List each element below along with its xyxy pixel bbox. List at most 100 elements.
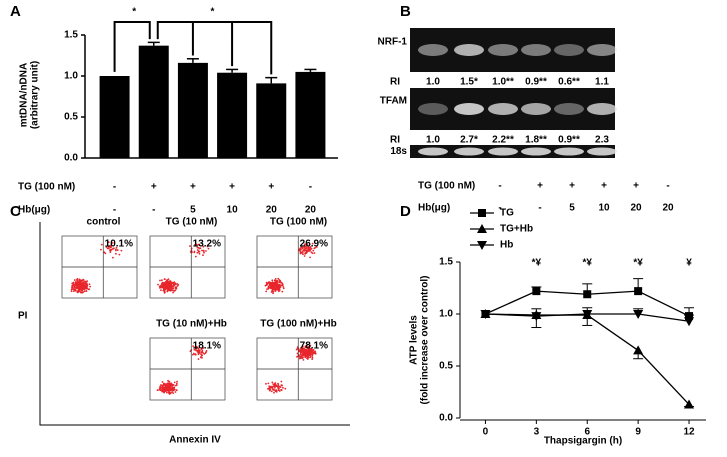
event-dot (158, 286, 161, 289)
y-tick-label: 1.0 (439, 309, 453, 320)
event-dot (265, 382, 267, 385)
event-dot (177, 283, 180, 286)
event-dot (87, 288, 90, 291)
event-dot (166, 388, 168, 391)
marker (477, 224, 487, 233)
event-dot (79, 279, 82, 282)
marker (684, 399, 695, 409)
plot-title: TG (10 nM)+Hb (156, 319, 227, 330)
event-dot (165, 391, 168, 394)
event-dot (302, 358, 305, 361)
event-dot (170, 286, 173, 288)
bar (295, 71, 326, 158)
row-value: - (498, 203, 501, 214)
band-label: 18s (390, 146, 407, 157)
event-dot (116, 249, 119, 251)
gel-band (554, 103, 584, 115)
event-dot (305, 353, 307, 356)
event-dot (277, 385, 280, 388)
gel-band (454, 44, 484, 56)
event-dot (86, 285, 88, 288)
event-dot (194, 353, 197, 356)
event-dot (193, 348, 196, 351)
y-axis-label: (fold increase over control) (420, 276, 431, 405)
event-dot (280, 384, 283, 387)
event-dot (105, 246, 108, 248)
event-dot (309, 245, 312, 248)
event-dot (277, 289, 280, 291)
event-dot (304, 252, 307, 255)
ri-value: 1.1 (595, 77, 609, 88)
significance: *¥ (633, 258, 643, 269)
event-dot (206, 245, 209, 248)
event-dot (269, 388, 272, 391)
gel-band (587, 44, 617, 56)
percent-label: 18.1% (193, 341, 221, 352)
panel-label: B (400, 3, 411, 20)
row-value: 20 (662, 203, 674, 214)
ri-value: 1.5* (460, 77, 478, 88)
x-tick-label: 12 (683, 427, 695, 438)
event-dot (310, 348, 313, 350)
event-dot (86, 280, 89, 282)
error-bar (147, 41, 160, 46)
event-dot (72, 290, 75, 292)
event-dot (73, 288, 75, 291)
event-dot (303, 352, 306, 355)
event-dot (167, 379, 169, 382)
event-dot (84, 281, 87, 284)
event-dot (198, 247, 201, 250)
event-dot (160, 384, 162, 386)
event-dot (171, 281, 174, 284)
event-dot (161, 281, 164, 284)
event-dot (168, 289, 171, 291)
event-dot (172, 285, 174, 288)
event-dot (301, 251, 304, 254)
event-dot (277, 389, 280, 391)
marker (478, 209, 486, 217)
event-dot (82, 278, 85, 281)
event-dot (281, 282, 283, 285)
event-dot (274, 278, 277, 280)
event-dot (167, 382, 170, 385)
ri-label: RI (390, 135, 400, 146)
event-dot (166, 289, 169, 292)
event-dot (170, 289, 173, 291)
event-dot (275, 390, 278, 393)
event-dot (313, 252, 316, 254)
significance: * (211, 7, 215, 18)
event-dot (296, 355, 298, 358)
significance: *¥ (532, 258, 542, 269)
row-value: 20 (305, 205, 317, 216)
event-dot (195, 243, 198, 246)
event-dot (301, 247, 304, 250)
event-dot (172, 392, 175, 395)
significance: ¥ (686, 258, 692, 269)
row-value: + (151, 182, 157, 193)
event-dot (267, 382, 270, 385)
event-dot (196, 249, 199, 251)
event-dot (307, 345, 310, 348)
legend-label: TG+Hb (500, 224, 533, 235)
event-dot (305, 351, 308, 354)
event-dot (173, 386, 176, 389)
ri-value: 2.7* (460, 135, 478, 146)
row-value: - (309, 182, 312, 193)
event-dot (312, 249, 315, 252)
event-dot (264, 284, 267, 287)
event-dot (71, 282, 74, 285)
event-dot (82, 284, 84, 287)
event-dot (311, 242, 314, 245)
event-dot (198, 351, 201, 354)
event-dot (80, 286, 83, 289)
event-dot (267, 387, 269, 390)
event-dot (268, 281, 271, 283)
row-value: 10 (227, 205, 239, 216)
event-dot (164, 286, 167, 289)
event-dot (76, 287, 79, 289)
event-dot (74, 281, 77, 283)
event-dot (201, 249, 203, 252)
marker (477, 241, 487, 250)
